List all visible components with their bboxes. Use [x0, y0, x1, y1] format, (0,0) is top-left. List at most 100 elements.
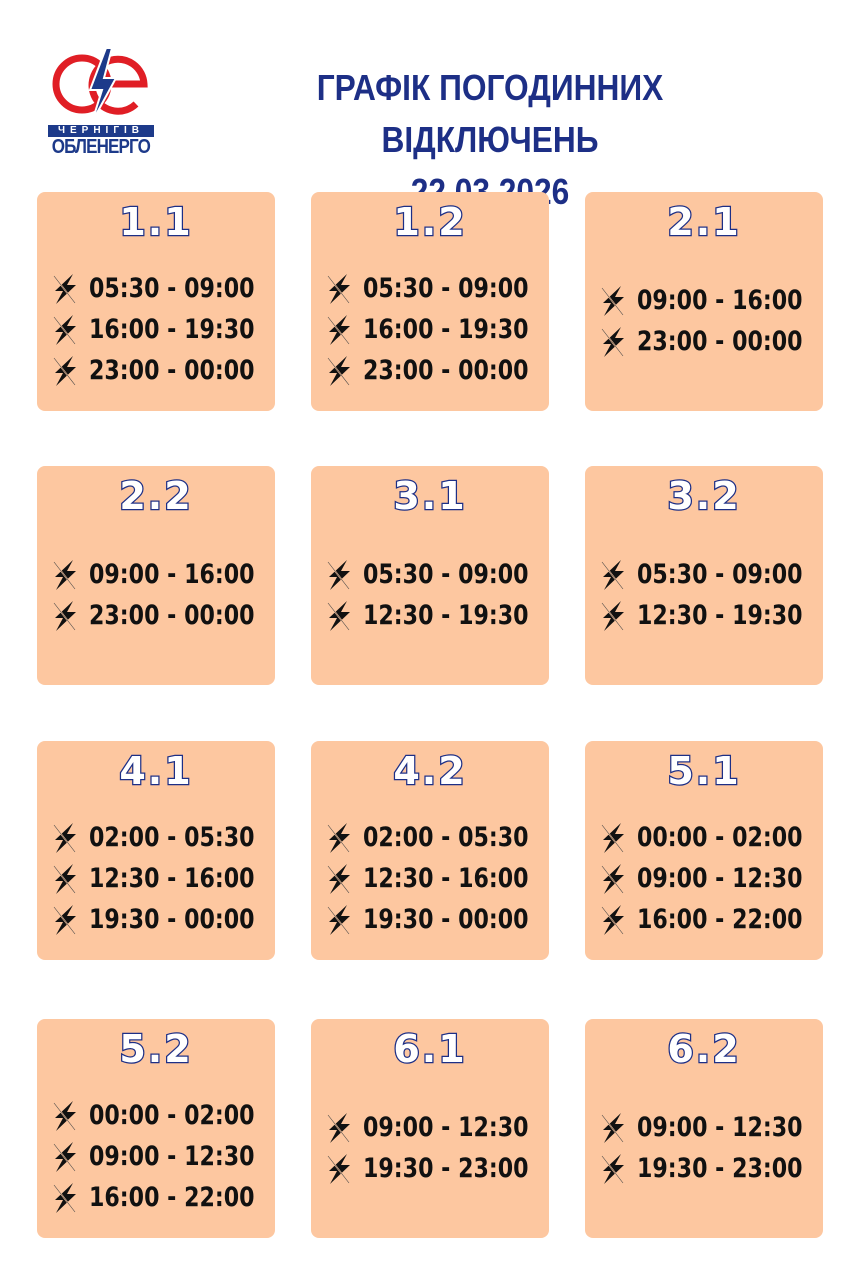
- outage-slot: 19:30 - 00:00: [325, 899, 543, 940]
- power-off-icon: [53, 822, 76, 853]
- outage-slot: 19:30 - 23:00: [325, 1148, 543, 1189]
- slot-time: 16:00 - 19:30: [363, 314, 529, 345]
- slot-time: 12:30 - 16:00: [363, 863, 529, 894]
- power-off-icon: [327, 273, 350, 304]
- group-id: 5.1: [666, 748, 741, 795]
- outage-slot: 09:00 - 16:00: [51, 554, 269, 595]
- group-id: 3.1: [392, 473, 467, 520]
- group-card: 5.2 00:00 - 02:00 09:00 - 12:30 16:00 - 22:…: [37, 1019, 275, 1238]
- group-id: 6.1: [392, 1026, 467, 1073]
- power-off-icon: [327, 314, 350, 345]
- slot-time: 19:30 - 23:00: [637, 1153, 803, 1184]
- outage-slot: 23:00 - 00:00: [51, 350, 269, 391]
- group-id: 6.2: [666, 1026, 741, 1073]
- slot-time: 05:30 - 09:00: [89, 273, 255, 304]
- outage-slot: 19:30 - 23:00: [599, 1148, 817, 1189]
- outage-slot: 09:00 - 12:30: [51, 1136, 269, 1177]
- outage-slot: 23:00 - 00:00: [51, 595, 269, 636]
- oblenergo-logo: ЧЕРНІГІВ ОБЛЕНЕРГО: [46, 46, 158, 161]
- slot-time: 23:00 - 00:00: [89, 355, 255, 386]
- slot-time: 05:30 - 09:00: [637, 559, 803, 590]
- slot-time: 16:00 - 19:30: [89, 314, 255, 345]
- power-off-icon: [53, 1182, 76, 1213]
- power-off-icon: [327, 600, 350, 631]
- outage-slot: 05:30 - 09:00: [51, 268, 269, 309]
- power-off-icon: [53, 355, 76, 386]
- power-off-icon: [53, 904, 76, 935]
- outage-slot: 23:00 - 00:00: [599, 321, 817, 362]
- group-card: 6.2 09:00 - 12:30 19:30 - 23:00: [585, 1019, 823, 1238]
- power-off-icon: [601, 1153, 624, 1184]
- group-id: 5.2: [118, 1026, 193, 1073]
- logo-name: ОБЛЕНЕРГО: [51, 136, 151, 158]
- power-off-icon: [327, 355, 350, 386]
- logo-city: ЧЕРНІГІВ: [48, 125, 154, 137]
- group-id: 4.1: [118, 748, 193, 795]
- outage-slot: 05:30 - 09:00: [325, 268, 543, 309]
- outage-slot: 00:00 - 02:00: [599, 817, 817, 858]
- outage-slot: 00:00 - 02:00: [51, 1095, 269, 1136]
- outage-slot: 16:00 - 22:00: [599, 899, 817, 940]
- logo-emblem-icon: [52, 47, 148, 123]
- slot-time: 09:00 - 16:00: [89, 559, 255, 590]
- slot-time: 16:00 - 22:00: [637, 904, 803, 935]
- group-card: 3.2 05:30 - 09:00 12:30 - 19:30: [585, 466, 823, 685]
- slot-time: 12:30 - 19:30: [363, 600, 529, 631]
- group-card: 4.2 02:00 - 05:30 12:30 - 16:00 19:30 - 00:…: [311, 741, 549, 960]
- power-off-icon: [327, 559, 350, 590]
- group-card: 5.1 00:00 - 02:00 09:00 - 12:30 16:00 - 22:…: [585, 741, 823, 960]
- slot-time: 09:00 - 12:30: [637, 863, 803, 894]
- outage-slot: 16:00 - 19:30: [51, 309, 269, 350]
- outage-slot: 12:30 - 16:00: [325, 858, 543, 899]
- slot-time: 19:30 - 00:00: [363, 904, 529, 935]
- slot-time: 00:00 - 02:00: [637, 822, 803, 853]
- outage-slot: 16:00 - 22:00: [51, 1177, 269, 1218]
- slot-time: 23:00 - 00:00: [89, 600, 255, 631]
- slot-time: 23:00 - 00:00: [363, 355, 529, 386]
- group-card: 2.2 09:00 - 16:00 23:00 - 00:00: [37, 466, 275, 685]
- slot-time: 12:30 - 19:30: [637, 600, 803, 631]
- outage-slot: 09:00 - 12:30: [599, 858, 817, 899]
- outage-slot: 09:00 - 16:00: [599, 280, 817, 321]
- group-id: 1.2: [392, 199, 467, 246]
- group-id: 2.2: [118, 473, 193, 520]
- outage-slot: 09:00 - 12:30: [599, 1107, 817, 1148]
- power-off-icon: [327, 863, 350, 894]
- slot-time: 09:00 - 12:30: [89, 1141, 255, 1172]
- outage-slot: 05:30 - 09:00: [599, 554, 817, 595]
- power-off-icon: [327, 904, 350, 935]
- outage-slot: 19:30 - 00:00: [51, 899, 269, 940]
- slot-time: 09:00 - 16:00: [637, 285, 803, 316]
- slot-time: 12:30 - 16:00: [89, 863, 255, 894]
- outage-slot: 16:00 - 19:30: [325, 309, 543, 350]
- group-id: 2.1: [666, 199, 741, 246]
- title-text: ГРАФІК ПОГОДИННИХ ВІДКЛЮЧЕНЬ: [316, 67, 664, 160]
- group-id: 1.1: [118, 199, 193, 246]
- slot-time: 19:30 - 00:00: [89, 904, 255, 935]
- power-off-icon: [601, 863, 624, 894]
- power-off-icon: [53, 559, 76, 590]
- power-off-icon: [601, 326, 624, 357]
- power-off-icon: [601, 822, 624, 853]
- power-off-icon: [601, 904, 624, 935]
- outage-slot: 02:00 - 05:30: [325, 817, 543, 858]
- power-off-icon: [327, 1112, 350, 1143]
- slot-time: 05:30 - 09:00: [363, 559, 529, 590]
- power-off-icon: [53, 273, 76, 304]
- group-card: 2.1 09:00 - 16:00 23:00 - 00:00: [585, 192, 823, 411]
- group-card: 6.1 09:00 - 12:30 19:30 - 23:00: [311, 1019, 549, 1238]
- power-off-icon: [601, 559, 624, 590]
- outage-slot: 12:30 - 16:00: [51, 858, 269, 899]
- slot-time: 02:00 - 05:30: [363, 822, 529, 853]
- slot-time: 09:00 - 12:30: [363, 1112, 529, 1143]
- slot-time: 16:00 - 22:00: [89, 1182, 255, 1213]
- power-off-icon: [53, 1100, 76, 1131]
- power-off-icon: [53, 1141, 76, 1172]
- power-off-icon: [53, 863, 76, 894]
- outage-slot: 09:00 - 12:30: [325, 1107, 543, 1148]
- slot-time: 19:30 - 23:00: [363, 1153, 529, 1184]
- power-off-icon: [53, 314, 76, 345]
- power-off-icon: [327, 822, 350, 853]
- group-id: 4.2: [392, 748, 467, 795]
- slot-time: 23:00 - 00:00: [637, 326, 803, 357]
